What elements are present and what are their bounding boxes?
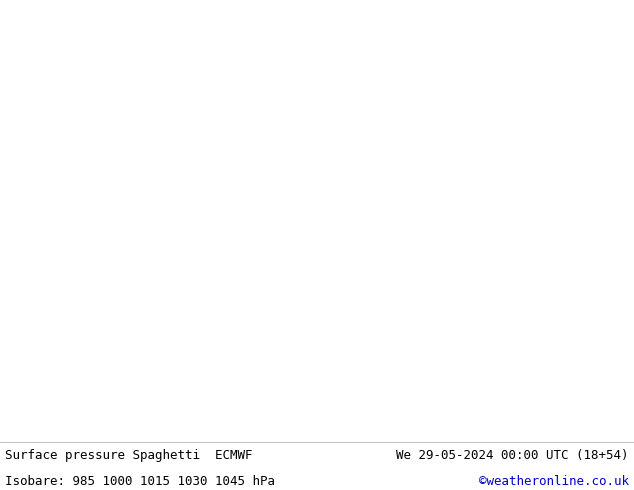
- Text: Isobare: 985 1000 1015 1030 1045 hPa: Isobare: 985 1000 1015 1030 1045 hPa: [5, 475, 275, 488]
- Text: Surface pressure Spaghetti  ECMWF: Surface pressure Spaghetti ECMWF: [5, 449, 252, 462]
- Text: ©weatheronline.co.uk: ©weatheronline.co.uk: [479, 475, 629, 488]
- Text: We 29-05-2024 00:00 UTC (18+54): We 29-05-2024 00:00 UTC (18+54): [396, 449, 629, 462]
